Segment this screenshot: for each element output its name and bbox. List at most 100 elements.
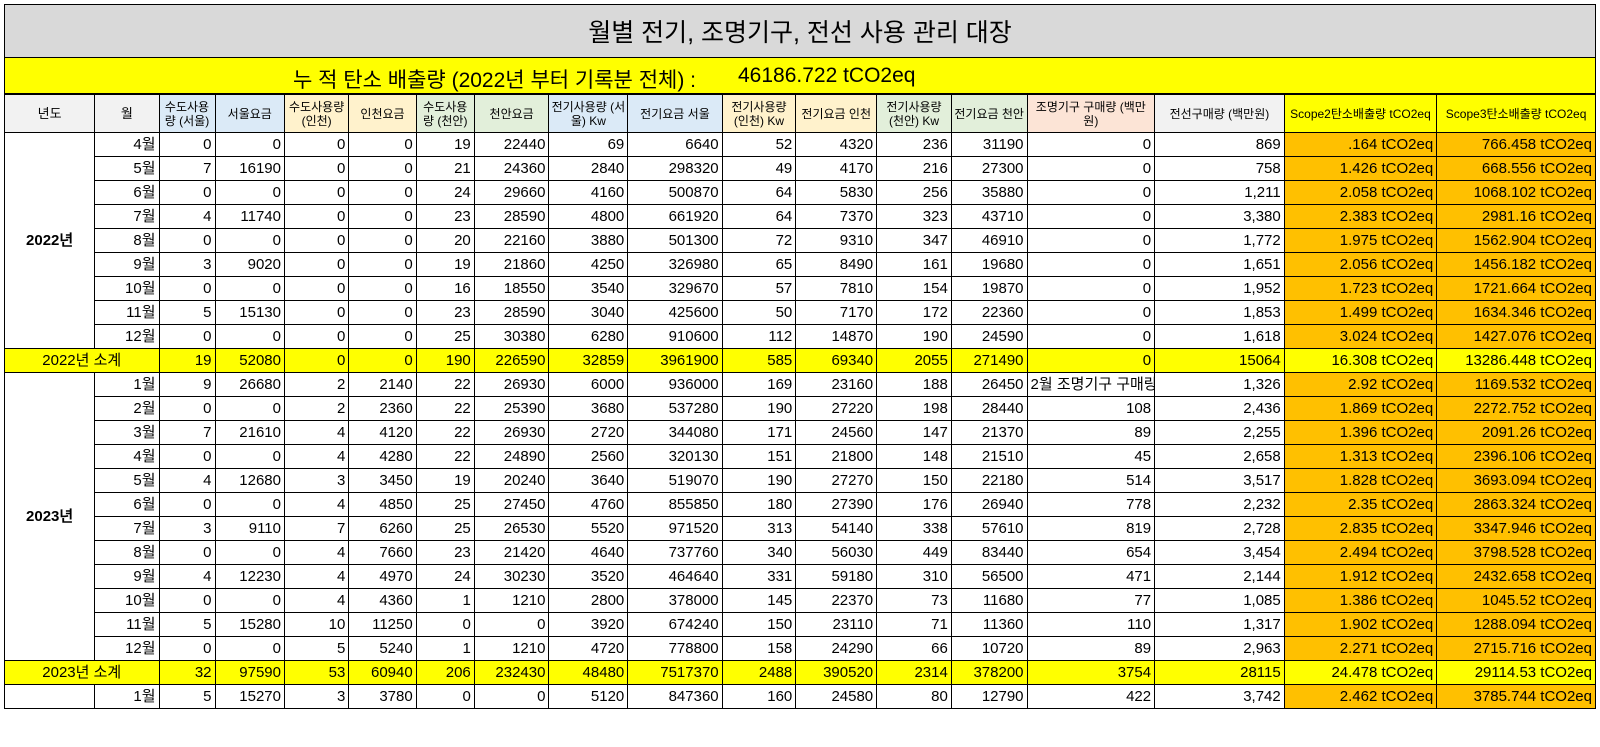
table-cell: 674240 xyxy=(627,612,723,637)
table-cell: 331 xyxy=(721,564,797,589)
subtotal-cell: 48480 xyxy=(548,660,629,685)
table-cell: 0 xyxy=(1026,132,1156,157)
table-cell: 464640 xyxy=(627,564,723,589)
table-cell: 43710 xyxy=(950,204,1028,229)
scope-cell: 2.35 tCO2eq xyxy=(1283,492,1438,517)
table-cell: 0 xyxy=(214,492,286,517)
month-cell: 8월 xyxy=(94,228,160,253)
table-cell: 3,742 xyxy=(1154,684,1285,709)
table-cell: 27220 xyxy=(795,396,878,421)
table-cell: 57610 xyxy=(950,516,1028,541)
table-cell: 19 xyxy=(415,252,475,277)
table-cell: 298320 xyxy=(627,156,723,181)
table-cell: 4120 xyxy=(348,420,417,445)
table-row: 10월 0 0 4 4360 1 1210 2800 378000 145 22370 73 11680… xyxy=(5,588,1596,613)
table-cell: 11740 xyxy=(214,204,286,229)
subtotal-cell: 0 xyxy=(348,348,417,373)
table-cell: 0 xyxy=(158,636,216,661)
table-cell: 26930 xyxy=(473,372,550,397)
table-cell: 19 xyxy=(415,468,475,493)
table-row: 11월 5 15280 10 11250 0 0 3920 674240 150 23110 71 11… xyxy=(5,612,1596,637)
table-cell: 5120 xyxy=(548,684,629,709)
subtotal-cell: 3754 xyxy=(1026,660,1156,685)
table-cell: 190 xyxy=(721,396,797,421)
scope-cell: 1.902 tCO2eq xyxy=(1283,612,1438,637)
month-cell: 10월 xyxy=(94,588,160,613)
month-cell: 5월 xyxy=(94,468,160,493)
table-cell: 26450 xyxy=(950,372,1028,397)
subtotal-cell: 53 xyxy=(283,660,350,685)
month-cell: 12월 xyxy=(94,324,160,349)
subtotal-cell: 232430 xyxy=(473,660,550,685)
table-cell: 147 xyxy=(876,420,952,445)
table-cell: 22 xyxy=(415,444,475,469)
table-cell: 216 xyxy=(876,156,952,181)
scope-cell: 1.869 tCO2eq xyxy=(1283,396,1438,421)
table-cell: 501300 xyxy=(627,228,723,253)
table-row: 8월 0 0 0 0 20 22160 3880 501300 72 9310 347 46910 0 1,… xyxy=(5,228,1596,253)
table-cell: 5 xyxy=(283,636,350,661)
table-cell: 1,326 xyxy=(1154,372,1285,397)
table-cell: 25 xyxy=(415,492,475,517)
subtotal-cell: 32859 xyxy=(548,348,629,373)
table-cell: 20 xyxy=(415,228,475,253)
table-cell: 83440 xyxy=(950,540,1028,565)
column-header: 천안요금 xyxy=(473,94,550,133)
month-cell: 1월 xyxy=(94,684,160,709)
table-cell: 4170 xyxy=(795,156,878,181)
table-cell: 6640 xyxy=(627,132,723,157)
table-cell: 21860 xyxy=(473,252,550,277)
scope-cell: 1.426 tCO2eq xyxy=(1283,156,1438,181)
table-cell: 176 xyxy=(876,492,952,517)
table-row: 9월 4 12230 4 4970 24 30230 3520 464640 331 59180 31… xyxy=(5,564,1596,589)
table-cell: 3680 xyxy=(548,396,629,421)
table-cell: 1,772 xyxy=(1154,228,1285,253)
table-cell: 30230 xyxy=(473,564,550,589)
table-cell: 110 xyxy=(1026,612,1156,637)
table-cell: 3 xyxy=(158,516,216,541)
table-cell: 22370 xyxy=(795,588,878,613)
table-cell: 0 xyxy=(158,492,216,517)
table-cell: 2,436 xyxy=(1154,396,1285,421)
table-row: 12월 0 0 0 0 25 30380 6280 910600 112 14870 190 24590… xyxy=(5,324,1596,349)
cumulative-total-value: 46186.722 tCO2eq xyxy=(738,64,916,87)
table-cell: 758 xyxy=(1154,156,1285,181)
table-cell: 8490 xyxy=(795,252,878,277)
table-cell: 778 xyxy=(1026,492,1156,517)
table-cell: 50 xyxy=(721,300,797,325)
table-cell: 145 xyxy=(721,588,797,613)
table-cell: 2840 xyxy=(548,156,629,181)
table-cell: 160 xyxy=(721,684,797,709)
table-cell: 9020 xyxy=(214,252,286,277)
table-cell: 27300 xyxy=(950,156,1028,181)
table-cell: 12790 xyxy=(950,684,1028,709)
table-cell: 22 xyxy=(415,372,475,397)
table-cell: 89 xyxy=(1026,420,1156,445)
table-cell: 25390 xyxy=(473,396,550,421)
table-cell: 1210 xyxy=(473,588,550,613)
table-row: 5월 7 16190 0 0 21 24360 2840 298320 49 4170 216 2730… xyxy=(5,156,1596,181)
table-cell: 150 xyxy=(876,468,952,493)
subtotal-cell: 19 xyxy=(158,348,216,373)
table-cell: 24 xyxy=(415,564,475,589)
table-cell: 5240 xyxy=(348,636,417,661)
table-cell: 3920 xyxy=(548,612,629,637)
table-cell: 26930 xyxy=(473,420,550,445)
table-row: 5월 4 12680 3 3450 19 20240 3640 519070 190 27270 15… xyxy=(5,468,1596,493)
month-cell: 8월 xyxy=(94,540,160,565)
table-cell: 66 xyxy=(876,636,952,661)
table-cell: 329670 xyxy=(627,276,723,301)
sheet-title: 월별 전기, 조명기구, 전선 사용 관리 대장 xyxy=(4,4,1596,58)
table-cell: 0 xyxy=(415,684,475,709)
table-cell: 310 xyxy=(876,564,952,589)
scope-cell: 2432.658 tCO2eq xyxy=(1436,564,1596,589)
table-cell: 25 xyxy=(415,516,475,541)
table-cell: 171 xyxy=(721,420,797,445)
table-cell: 936000 xyxy=(627,372,723,397)
column-header: 전기요금 인천 xyxy=(795,94,878,133)
table-cell: 7170 xyxy=(795,300,878,325)
table-cell: 313 xyxy=(721,516,797,541)
column-header: 수도사용량 (인천) xyxy=(283,94,350,133)
table-cell: 72 xyxy=(721,228,797,253)
table-cell: 56500 xyxy=(950,564,1028,589)
